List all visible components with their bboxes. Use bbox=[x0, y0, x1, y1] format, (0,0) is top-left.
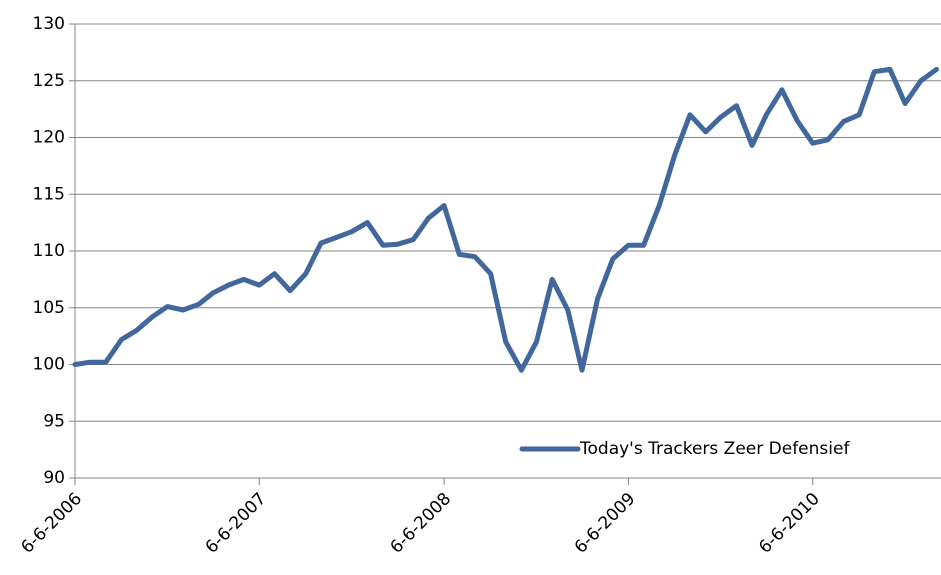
x-tick-label: 6-6-2009 bbox=[571, 489, 640, 558]
y-tick-label: 100 bbox=[33, 355, 65, 375]
x-tick-label: 6-6-2010 bbox=[755, 489, 824, 558]
legend-label: Today's Trackers Zeer Defensief bbox=[579, 439, 850, 459]
series-line bbox=[72, 66, 939, 373]
y-tick-label: 120 bbox=[33, 128, 65, 148]
y-tick-label: 105 bbox=[33, 298, 65, 318]
y-tick-label: 95 bbox=[43, 411, 65, 431]
x-tick-label: 6-6-2007 bbox=[202, 489, 271, 558]
y-tick-label: 130 bbox=[33, 14, 65, 34]
y-tick-label: 125 bbox=[33, 71, 65, 91]
x-tick-label: 6-6-2008 bbox=[386, 489, 455, 558]
y-tick-label: 110 bbox=[33, 241, 65, 261]
y-tick-label: 115 bbox=[33, 184, 65, 204]
x-tick-label: 6-6-2006 bbox=[17, 489, 86, 558]
y-tick-label: 90 bbox=[43, 468, 65, 488]
